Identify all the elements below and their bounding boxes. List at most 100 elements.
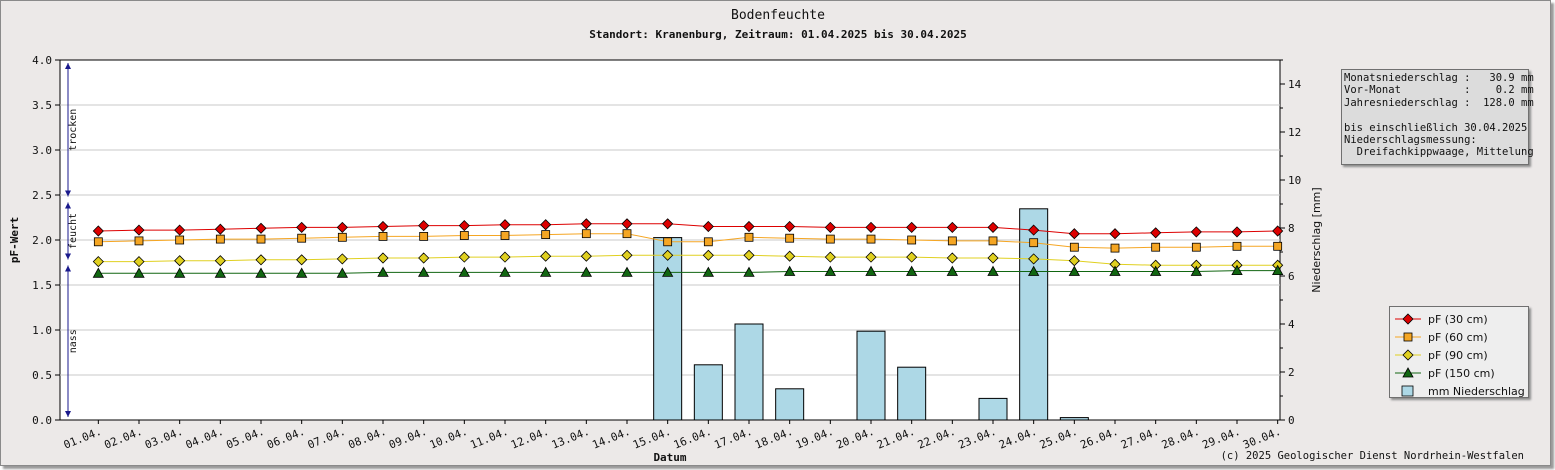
data-point bbox=[663, 237, 673, 247]
data-point bbox=[418, 252, 430, 264]
data-point bbox=[255, 254, 267, 266]
data-point bbox=[1190, 265, 1203, 276]
data-point bbox=[1190, 226, 1202, 238]
data-point bbox=[988, 236, 998, 246]
data-point bbox=[1150, 227, 1162, 239]
data-point bbox=[418, 220, 430, 232]
zone-arrow-up-icon bbox=[65, 202, 71, 209]
y-tick-label: 2.0 bbox=[32, 234, 52, 247]
legend-label: pF (60 cm) bbox=[1428, 330, 1488, 344]
x-tick-label: 04.04. bbox=[184, 425, 226, 452]
y2-tick-label: 14 bbox=[1288, 78, 1302, 91]
data-point bbox=[621, 249, 633, 261]
legend-label: mm Niederschlag bbox=[1428, 384, 1525, 398]
legend-marker bbox=[1402, 367, 1414, 378]
data-point bbox=[336, 253, 348, 265]
data-point bbox=[1151, 242, 1161, 252]
info-line: Vor-Monat : 0.2 mm bbox=[1344, 84, 1534, 97]
data-point bbox=[1231, 264, 1243, 275]
precipitation-bar bbox=[653, 237, 683, 421]
data-point bbox=[296, 254, 308, 266]
y2-axis-label: Niederschlag [mm] bbox=[1310, 187, 1323, 292]
data-point bbox=[824, 265, 837, 276]
x-tick-label: 17.04. bbox=[712, 425, 754, 452]
data-point bbox=[419, 231, 429, 241]
x-tick-label: 13.04. bbox=[550, 425, 592, 452]
zone-arrow-up-icon bbox=[65, 265, 71, 272]
data-point bbox=[458, 220, 470, 232]
x-tick-label: 14.04. bbox=[590, 425, 632, 452]
data-point bbox=[824, 251, 836, 263]
data-point bbox=[703, 237, 713, 247]
data-point bbox=[459, 231, 469, 240]
x-tick-label: 19.04. bbox=[794, 425, 836, 452]
x-tick-label: 01.04. bbox=[62, 425, 104, 452]
data-point bbox=[92, 225, 104, 237]
data-point bbox=[905, 265, 918, 276]
data-point bbox=[987, 221, 999, 233]
zone-label: trocken bbox=[68, 109, 79, 151]
data-point bbox=[93, 237, 103, 247]
data-point bbox=[866, 234, 876, 244]
data-point bbox=[256, 234, 266, 244]
data-point bbox=[377, 266, 389, 277]
data-point bbox=[499, 219, 511, 231]
x-tick-label: 16.04. bbox=[672, 425, 714, 452]
data-point bbox=[744, 232, 754, 242]
copyright: (c) 2025 Geologischer Dienst Nordrhein-W… bbox=[1221, 450, 1524, 462]
legend-item: pF (90 cm) bbox=[1390, 346, 1528, 364]
x-tick-label: 22.04. bbox=[916, 425, 958, 452]
precipitation-bar bbox=[856, 330, 886, 421]
x-tick-label: 18.04. bbox=[753, 425, 795, 452]
chart-subtitle: Standort: Kranenburg, Zeitraum: 01.04.20… bbox=[589, 28, 967, 41]
precipitation-bar bbox=[734, 323, 764, 421]
data-point bbox=[865, 221, 877, 233]
data-point bbox=[662, 249, 674, 261]
data-point bbox=[784, 220, 796, 233]
data-point bbox=[255, 222, 267, 234]
series-line bbox=[98, 223, 1278, 235]
legend-swatch-icon bbox=[1395, 367, 1421, 378]
y-tick-label: 4.0 bbox=[32, 54, 52, 67]
data-point bbox=[581, 229, 591, 239]
chart-title: Bodenfeuchte bbox=[731, 8, 825, 23]
data-point bbox=[702, 266, 715, 277]
data-point bbox=[541, 230, 551, 240]
data-point bbox=[296, 221, 308, 233]
x-tick-label: 20.04. bbox=[834, 425, 876, 452]
data-point bbox=[214, 267, 227, 278]
data-point bbox=[336, 267, 349, 278]
y-tick-label: 0.0 bbox=[32, 414, 52, 427]
precipitation-bar bbox=[775, 388, 805, 421]
x-tick-label: 15.04. bbox=[631, 425, 673, 452]
y-tick-label: 3.0 bbox=[32, 144, 52, 157]
data-point bbox=[378, 231, 388, 241]
y2-tick-label: 6 bbox=[1288, 270, 1295, 283]
legend-swatch-icon bbox=[1395, 332, 1421, 342]
info-line bbox=[1344, 109, 1528, 121]
zone-arrow-down-icon bbox=[65, 411, 71, 417]
data-point bbox=[297, 233, 307, 243]
y-tick-label: 1.0 bbox=[32, 324, 52, 337]
x-tick-label: 05.04. bbox=[224, 425, 266, 452]
data-point bbox=[214, 255, 226, 267]
y-tick-label: 0.5 bbox=[32, 369, 52, 382]
x-tick-label: 21.04. bbox=[875, 425, 917, 452]
data-point bbox=[133, 224, 145, 236]
data-point bbox=[295, 267, 308, 278]
x-tick-label: 03.04. bbox=[143, 425, 185, 452]
legend-item: mm Niederschlag bbox=[1390, 382, 1528, 400]
precipitation-bar bbox=[897, 366, 927, 421]
data-point bbox=[907, 235, 917, 245]
y-axis-label: pF-Wert bbox=[8, 217, 21, 263]
y2-tick-label: 4 bbox=[1288, 318, 1295, 331]
data-point bbox=[865, 265, 877, 276]
data-point bbox=[783, 265, 796, 276]
series-line bbox=[98, 233, 1278, 249]
legend-item: pF (30 cm) bbox=[1390, 310, 1528, 328]
info-line: Dreifachkippwaage, Mittelung bbox=[1344, 146, 1534, 159]
data-point bbox=[662, 218, 674, 230]
legend-marker bbox=[1402, 349, 1414, 361]
x-tick-label: 11.04. bbox=[468, 425, 510, 452]
y2-tick-label: 2 bbox=[1288, 366, 1295, 379]
